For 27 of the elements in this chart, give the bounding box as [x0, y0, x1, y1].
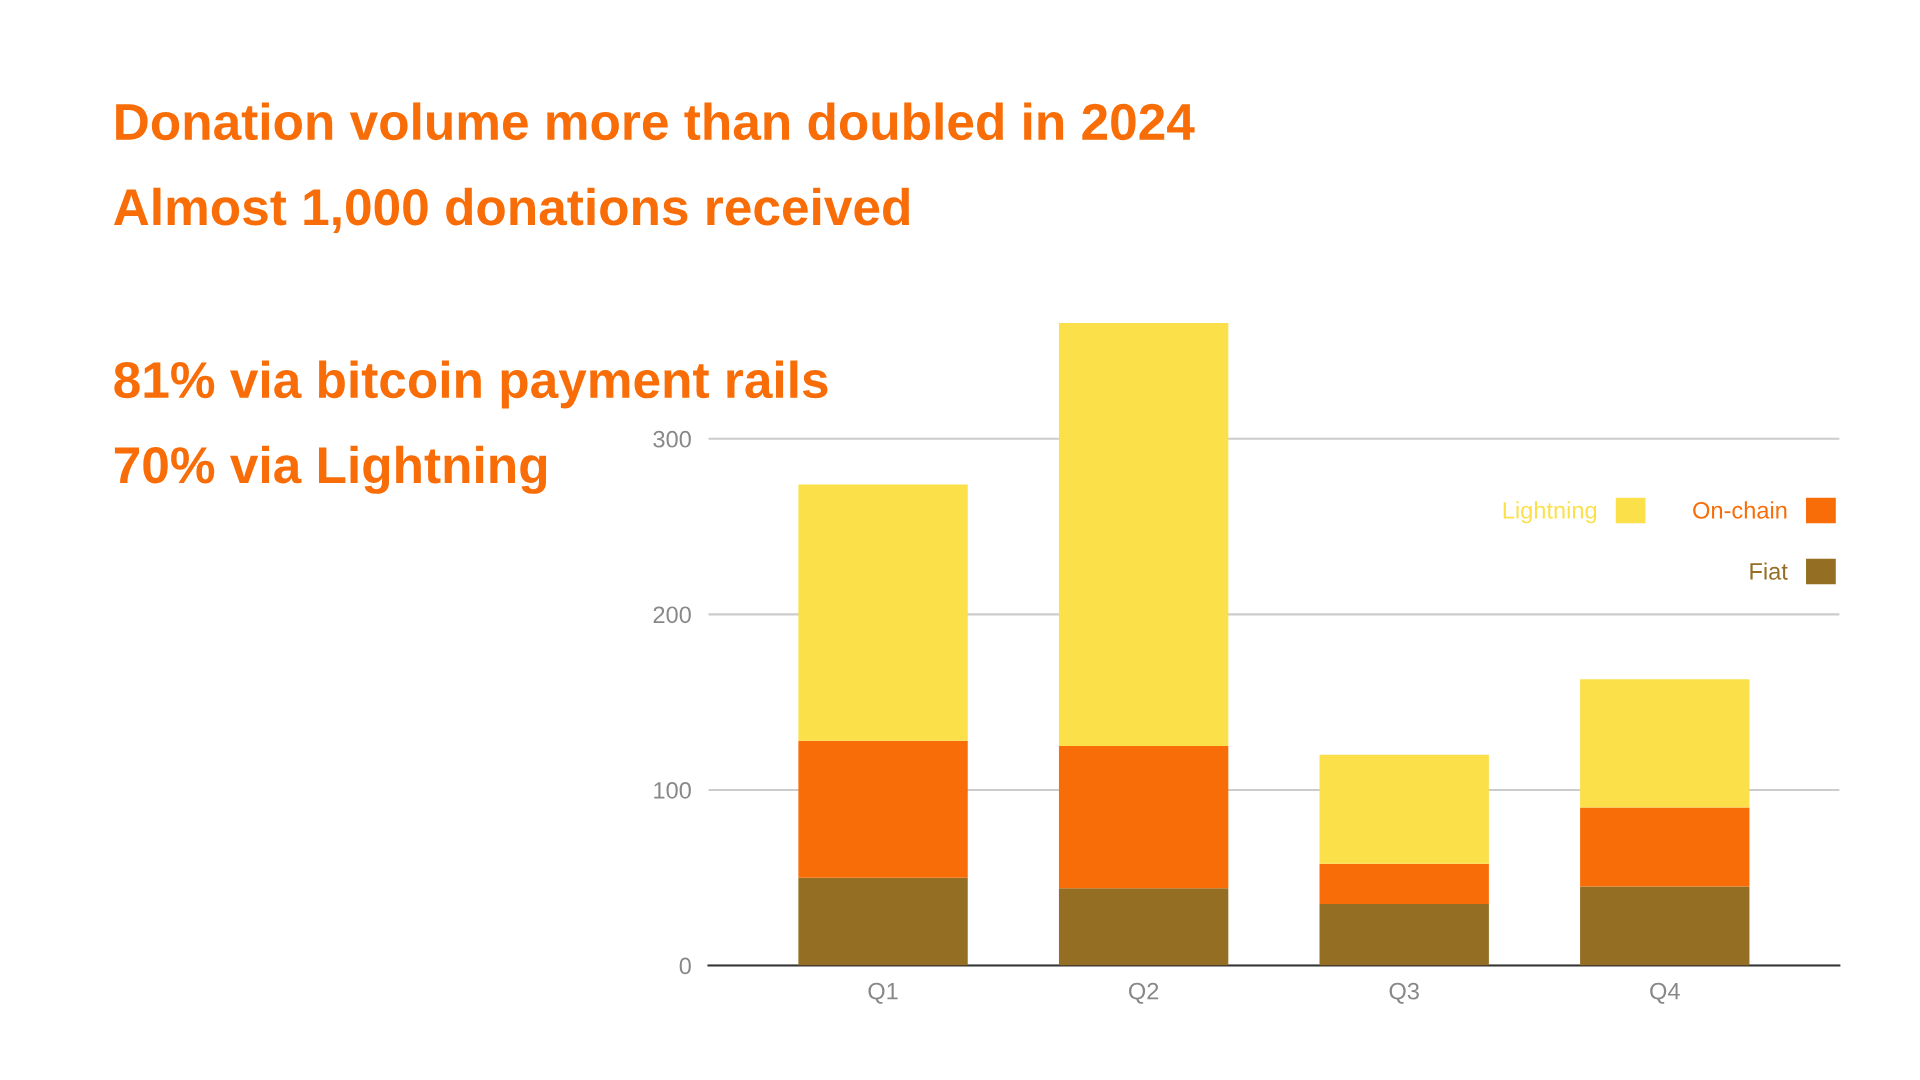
bar: [1319, 754, 1489, 864]
x-tick-label: Q1: [868, 982, 898, 1004]
bar: [1580, 886, 1750, 966]
bar: [1058, 322, 1229, 747]
bar: [1319, 863, 1489, 905]
bar: [1580, 807, 1750, 887]
bar: [1058, 888, 1229, 966]
legend-label: Fiat: [1750, 562, 1788, 580]
annotation: 81% via bitcoin payment rails: [114, 360, 828, 409]
legend-label: On-chain: [1693, 501, 1787, 519]
y-tick-label: 0: [679, 957, 691, 975]
x-tick-label: Q3: [1389, 982, 1419, 1004]
y-tick-label: 200: [653, 606, 691, 624]
text: 70% via Lightning: [114, 445, 547, 494]
bar: [1058, 746, 1229, 889]
x-tick-label: Q2: [1129, 982, 1159, 1004]
legend-label: Lightning: [1503, 501, 1597, 524]
bar: [798, 877, 968, 966]
bar: [1580, 679, 1750, 808]
x-tick-label: Q4: [1650, 982, 1680, 1004]
y-tick-label: 300: [653, 430, 691, 448]
y-tick-label: 100: [654, 782, 691, 799]
bar: [798, 740, 968, 878]
chart-title: Donation volume more than doubled in 2024: [116, 102, 1195, 141]
bar: [798, 484, 968, 741]
chart-subtitle: Almost 1,000 donations received: [113, 187, 909, 233]
bar: [1319, 904, 1489, 966]
